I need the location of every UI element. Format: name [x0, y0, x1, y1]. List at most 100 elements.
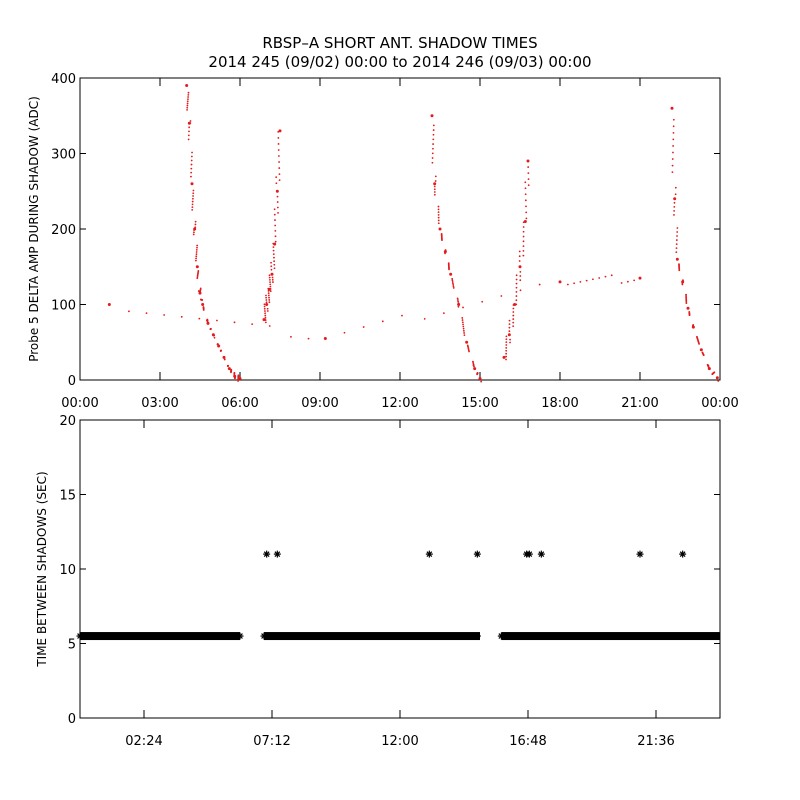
shadow-amplitude-trail-point [476, 371, 479, 374]
shadow-amplitude-trail-point [277, 143, 280, 145]
shadow-amplitude-trail-point [187, 93, 190, 96]
shadow-amplitude-point [227, 367, 231, 371]
time-between-shadows-x-ticks: 02:24 07:12 12:00 16:48 21:36 [125, 420, 675, 749]
time-between-shadows-baseline-marker [103, 632, 111, 640]
time-between-shadows-x-tick-label: 16:48 [509, 734, 546, 749]
shadow-amplitude-trail-point [675, 247, 678, 250]
time-between-shadows-baseline-marker [333, 632, 341, 640]
shadow-amplitude-trail-point [194, 226, 197, 229]
shadow-amplitude-trail-point [195, 248, 198, 251]
time-between-shadows-baseline-marker [557, 632, 565, 640]
shadow-amplitude-trail-point [278, 167, 281, 169]
time-between-shadows-baseline-marker [387, 632, 395, 640]
time-between-shadows-baseline-marker [413, 632, 421, 640]
time-between-shadows-baseline-marker [577, 632, 585, 640]
shadow-amplitude-trail-point [276, 206, 279, 209]
shadow-amplitude-trail-point [268, 278, 271, 281]
time-between-shadows-baseline-marker [189, 632, 197, 640]
shadow-amplitude-x-tick-label: 18:00 [541, 396, 578, 411]
shadow-amplitude-trail-point [433, 185, 436, 188]
time-between-shadows-baseline-marker [300, 632, 308, 640]
shadow-amplitude-trail-point [472, 364, 475, 367]
shadow-amplitude-point [502, 355, 506, 359]
time-between-shadows-baseline-marker [684, 632, 692, 640]
shadow-amplitude-trail-point [456, 299, 459, 301]
shadow-amplitude-trail-point [681, 283, 684, 286]
shadow-amplitude-trail-point [713, 371, 716, 374]
shadow-amplitude-trail-point [190, 167, 193, 170]
shadow-amplitude-trail-point [685, 302, 688, 304]
shadow-amplitude-trail-point [273, 267, 276, 270]
shadow-amplitude-trail-point [273, 260, 276, 263]
shadow-amplitude-trail-point [128, 310, 130, 313]
shadow-amplitude-trail-point [423, 317, 426, 320]
time-between-shadows-baseline-marker [169, 632, 177, 640]
time-between-shadows-baseline-marker [691, 632, 699, 640]
shadow-amplitude-trail-point [195, 255, 198, 258]
shadow-amplitude-trail-point [505, 341, 508, 344]
shadow-amplitude-trail-point [237, 374, 240, 377]
shadow-amplitude-trail-point [273, 208, 276, 211]
time-between-shadows-baseline-marker [203, 632, 211, 640]
shadow-amplitude-trail-point [671, 164, 674, 167]
shadow-amplitude-trail-point [437, 208, 440, 211]
shadow-amplitude-trail-point [448, 268, 450, 271]
shadow-amplitude-series [107, 274, 642, 340]
time-between-shadows-baseline-marker [584, 632, 592, 640]
shadow-amplitude-trail-point [610, 274, 613, 277]
time-between-shadows-outlier-marker [473, 550, 481, 558]
time-between-shadows-y-tick-label: 20 [59, 414, 76, 429]
time-between-shadows-baseline-marker [347, 632, 355, 640]
shadow-amplitude-point [430, 114, 434, 118]
shadow-amplitude-trail-point [525, 211, 528, 214]
shadow-amplitude-trail-point [269, 287, 272, 290]
shadow-amplitude-trail-point [277, 137, 280, 139]
time-between-shadows-baseline-marker [407, 632, 415, 640]
time-between-shadows-outlier-marker [636, 550, 644, 558]
shadow-amplitude-trail-point [620, 282, 623, 284]
time-between-shadows-baseline-marker [176, 632, 184, 640]
shadow-amplitude-trail-point [263, 307, 266, 310]
time-between-shadows-baseline-marker [564, 632, 572, 640]
shadow-amplitude-panel: 0 100 200 300 400 00:00 03:00 06:00 09:00 12:00 1… [27, 72, 739, 411]
shadow-amplitude-trail-point [508, 323, 511, 326]
time-between-shadows-baseline-marker [293, 632, 301, 640]
shadow-amplitude-trail-point [509, 341, 511, 344]
shadow-amplitude-series [502, 159, 530, 361]
shadow-amplitude-point [465, 340, 469, 344]
shadow-amplitude-point [433, 182, 437, 186]
shadow-amplitude-trail-point [671, 158, 674, 160]
shadow-amplitude-trail-point [271, 276, 274, 279]
shadow-amplitude-trail-point [233, 321, 236, 324]
shadow-amplitude-point [217, 344, 221, 348]
time-between-shadows-baseline-marker [697, 632, 705, 640]
shadow-amplitude-trail-point [432, 147, 434, 150]
shadow-amplitude-trail-point [452, 287, 455, 289]
shadow-amplitude-y-tick-label: 100 [51, 299, 76, 314]
time-between-shadows-baseline-marker [123, 632, 131, 640]
shadow-amplitude-trail-point [190, 155, 193, 158]
time-between-shadows-baseline-marker [617, 632, 625, 640]
shadow-amplitude-trail-point [432, 124, 435, 127]
time-between-shadows-x-tick-label: 02:24 [125, 734, 162, 749]
time-between-shadows-baseline-marker [524, 632, 532, 640]
shadow-amplitude-trail-point [505, 358, 507, 361]
shadow-amplitude-trail-point [519, 279, 522, 282]
time-between-shadows-baseline-marker [591, 632, 599, 640]
shadow-amplitude-trail-point [190, 159, 193, 162]
shadow-amplitude-trail-point [192, 233, 195, 236]
shadow-amplitude-trail-point [524, 199, 527, 202]
shadow-amplitude-trail-point [441, 239, 443, 242]
time-between-shadows-y-tick-label: 5 [68, 638, 76, 653]
shadow-amplitude-trail-point [264, 314, 267, 317]
time-between-shadows-baseline-marker [287, 632, 295, 640]
time-between-shadows-outlier-marker [537, 550, 545, 558]
time-between-shadows-baseline-marker [651, 632, 659, 640]
shadow-amplitude-trail-point [717, 380, 720, 382]
shadow-amplitude-trail-point [268, 274, 271, 277]
shadow-amplitude-trail-point [678, 269, 681, 272]
time-between-shadows-y-axis-label: TIME BETWEEN SHADOWS (SEC) [35, 471, 49, 667]
shadow-amplitude-trail-point [692, 326, 694, 328]
time-between-shadows-baseline-marker [89, 632, 97, 640]
time-between-shadows-baseline-marker [624, 632, 632, 640]
